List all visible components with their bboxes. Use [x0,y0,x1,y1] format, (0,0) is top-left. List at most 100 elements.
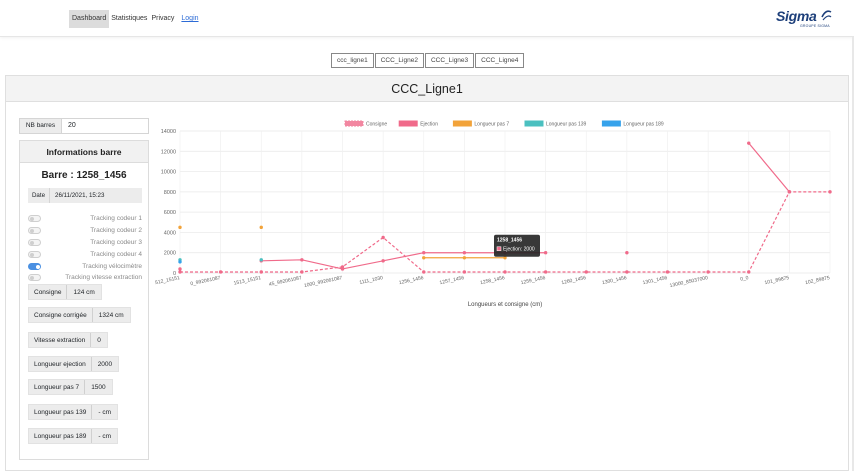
data-point-0 [178,270,182,274]
tab-ligne4[interactable]: CCC_Ligne4 [475,53,525,68]
field-longueur-pas-189: Longueur pas 189 - cm [28,428,119,444]
toggle-label: Tracking codeur 4 [90,250,142,258]
data-point-1 [625,251,629,255]
x-tick-label: 1513_15151 [233,275,262,287]
legend-label: Consigne [366,122,387,128]
date-label: Date [28,188,50,203]
legend-swatch [344,120,364,127]
data-point-0 [665,270,670,274]
data-point-1 [381,259,385,263]
y-tick-label: 10000 [161,170,176,176]
x-tick-label: 0_992061087 [190,275,221,287]
toggle-velocimetre[interactable] [28,262,41,270]
x-tick-label: 1000_992061087 [304,275,344,289]
chart-svg: 0 2000 4000 6000 8000 10000 12000 14000 1512_151… [152,120,832,308]
field-value: 1324 cm [98,312,124,319]
y-tick-label: 14000 [161,129,176,135]
x-tick-label: 13000_85037000 [669,275,709,289]
data-point-1 [340,267,345,271]
logo-text: Sigma [776,8,817,24]
toggle-codeur1[interactable] [28,214,41,222]
toggle-codeur2[interactable] [28,226,41,234]
field-longueur-pas-7: Longueur pas 7 1500 [28,379,113,395]
data-point-1 [178,267,182,271]
y-tick-label: 6000 [164,210,176,216]
legend-label: Longueur pas 7 [474,122,509,128]
y-tick-label: 4000 [164,230,176,236]
nb-barres-input[interactable]: 20 [62,119,148,133]
x-tick-label: 1512_15151 [155,275,181,287]
x-tick-label: 1260_1456 [561,275,587,286]
logo-subtitle: GROUPE SIGMA [800,24,830,28]
y-tick-label: 8000 [164,190,176,196]
nb-barres-group: NB barres 20 [19,118,149,134]
field-label: Longueur ejection [29,357,92,371]
x-tick-label: 1257_1456 [439,275,465,286]
nav-dashboard[interactable]: Dashboard [69,10,110,28]
data-point-2 [462,256,467,260]
nav-statistiques[interactable]: Statistiques [111,15,148,22]
x-tick-label: 1300_1456 [602,275,628,286]
field-value: 0 [97,337,101,344]
legend-swatch [398,120,418,127]
legend-label: Longueur pas 189 [623,122,664,128]
tab-ligne2[interactable]: CCC_Ligne2 [374,53,424,68]
toggle-codeur4[interactable] [28,250,41,258]
toggle-vitesse-extraction[interactable] [28,273,41,281]
nav-login[interactable]: Login [181,15,199,22]
x-tick-label: 1258_1456 [480,275,506,286]
data-point-1 [422,251,426,255]
data-point-0 [828,190,832,194]
data-point-0 [625,270,629,274]
data-point-0 [706,270,710,274]
field-longueur-pas-139: Longueur pas 139 - cm [28,404,119,420]
legend-label: Longueur pas 139 [546,122,587,128]
nav-links: Dashboard Statistiques Privacy Login [69,10,201,28]
field-label: Longueur pas 139 [29,405,93,419]
data-point-2 [259,225,263,230]
toggle-codeur3[interactable] [28,238,41,246]
toggle-row-vitesse: Tracking vitesse extraction [28,272,146,282]
nb-barres-label: NB barres [20,119,62,133]
x-tick-label: 101_89875 [764,275,790,286]
page-title: CCC_Ligne1 [6,76,848,102]
data-point-0 [422,270,426,274]
tab-ligne1[interactable]: ccc_ligne1 [331,53,374,68]
toggle-row-codeur2: Tracking codeur 2 [28,225,146,235]
nav-privacy[interactable]: Privacy [151,15,175,22]
data-point-1 [300,258,304,262]
field-consigne-corrigee: Consigne corrigée 1324 cm [28,307,131,323]
field-label: Longueur pas 7 [29,380,86,394]
data-point-0 [300,270,304,274]
tab-ligne3[interactable]: CCC_Ligne3 [424,53,475,68]
field-value: - cm [98,409,112,416]
field-value: 1500 [91,384,106,391]
chart-tooltip [494,234,540,257]
data-point-1 [787,190,792,194]
data-point-0 [584,270,588,274]
field-label: Consigne [29,285,68,299]
toggle-row-velocimetre: Tracking vélocimètre [28,261,146,271]
data-point-1 [747,141,751,145]
field-label: Consigne corrigée [29,308,93,322]
page-scrollbar[interactable] [852,37,854,471]
data-point-0 [543,270,548,274]
toggle-label: Tracking vitesse extraction [65,273,142,281]
info-barre-header: Informations barre [20,141,148,163]
date-row: Date 26/11/2021, 15:23 [28,188,142,203]
sigma-logo[interactable]: Sigma GROUPE SIGMA [776,8,834,30]
data-point-0 [503,270,507,274]
series-line-1 [748,142,790,193]
data-point-1 [462,251,467,255]
y-tick-label: 2000 [164,251,176,257]
x-axis-title: Longueurs et consigne (cm) [468,302,542,308]
toggle-label: Tracking vélocimètre [82,262,142,270]
date-value: 26/11/2021, 15:23 [55,192,105,199]
field-vitesse-extraction: Vitesse extraction 0 [28,332,108,348]
legend-swatch [524,120,544,127]
x-tick-label: 0_0 [740,275,750,283]
toggle-label: Tracking codeur 1 [90,214,142,222]
field-label: Vitesse extraction [29,333,92,347]
tooltip-title: 1258_1456 [497,238,522,244]
field-value: 2000 [97,361,113,368]
